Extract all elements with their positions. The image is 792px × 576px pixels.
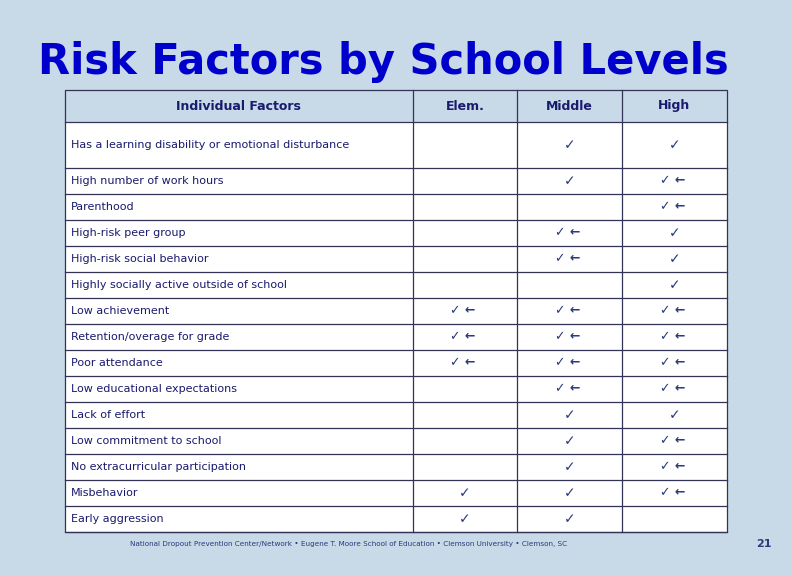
- Text: ✓: ✓: [668, 252, 680, 266]
- Bar: [65, 506, 727, 532]
- Bar: [65, 122, 727, 168]
- Text: ✓ ←: ✓ ←: [554, 226, 580, 240]
- Bar: [65, 90, 727, 532]
- Text: Has a learning disability or emotional disturbance: Has a learning disability or emotional d…: [71, 140, 349, 150]
- Text: ✓ ←: ✓ ←: [450, 357, 475, 369]
- Text: Low achievement: Low achievement: [71, 306, 169, 316]
- Bar: [65, 194, 727, 220]
- Text: ✓ ←: ✓ ←: [660, 357, 685, 369]
- Text: Retention/overage for grade: Retention/overage for grade: [71, 332, 230, 342]
- Text: ✓: ✓: [668, 226, 680, 240]
- Text: ✓: ✓: [668, 278, 680, 292]
- Text: Individual Factors: Individual Factors: [177, 100, 301, 112]
- Text: Low educational expectations: Low educational expectations: [71, 384, 237, 394]
- Text: ✓ ←: ✓ ←: [660, 305, 685, 317]
- Text: ✓ ←: ✓ ←: [554, 382, 580, 396]
- Bar: [65, 246, 727, 272]
- Text: Poor attendance: Poor attendance: [71, 358, 162, 368]
- Text: High number of work hours: High number of work hours: [71, 176, 223, 186]
- Bar: [65, 454, 727, 480]
- Text: ✓: ✓: [564, 460, 575, 474]
- Text: ✓ ←: ✓ ←: [450, 331, 475, 343]
- Text: National Dropout Prevention Center/Network • Eugene T. Moore School of Education: National Dropout Prevention Center/Netwo…: [130, 541, 567, 547]
- Text: Low commitment to school: Low commitment to school: [71, 436, 222, 446]
- Text: Middle: Middle: [546, 100, 593, 112]
- Text: ✓: ✓: [564, 174, 575, 188]
- Text: ✓: ✓: [564, 512, 575, 526]
- Bar: [65, 402, 727, 428]
- Text: ✓ ←: ✓ ←: [554, 252, 580, 266]
- Bar: [65, 90, 727, 122]
- Bar: [65, 324, 727, 350]
- Text: ✓: ✓: [564, 138, 575, 152]
- Text: High: High: [658, 100, 691, 112]
- Text: Lack of effort: Lack of effort: [71, 410, 145, 420]
- Bar: [65, 220, 727, 246]
- Bar: [65, 428, 727, 454]
- Text: ✓ ←: ✓ ←: [554, 331, 580, 343]
- Text: ✓ ←: ✓ ←: [660, 487, 685, 499]
- Text: Misbehavior: Misbehavior: [71, 488, 139, 498]
- Bar: [65, 298, 727, 324]
- Text: ✓: ✓: [564, 434, 575, 448]
- Bar: [65, 480, 727, 506]
- Text: High-risk peer group: High-risk peer group: [71, 228, 185, 238]
- Bar: [65, 168, 727, 194]
- Bar: [65, 350, 727, 376]
- Text: 21: 21: [756, 539, 772, 549]
- Text: Highly socially active outside of school: Highly socially active outside of school: [71, 280, 287, 290]
- Text: ✓: ✓: [668, 408, 680, 422]
- Text: ✓ ←: ✓ ←: [660, 382, 685, 396]
- Text: ✓: ✓: [564, 486, 575, 500]
- Text: Elem.: Elem.: [445, 100, 484, 112]
- Bar: [65, 272, 727, 298]
- Text: High-risk social behavior: High-risk social behavior: [71, 254, 208, 264]
- Text: No extracurricular participation: No extracurricular participation: [71, 462, 246, 472]
- Text: ✓ ←: ✓ ←: [660, 331, 685, 343]
- Text: ✓ ←: ✓ ←: [660, 460, 685, 473]
- Text: ✓ ←: ✓ ←: [450, 305, 475, 317]
- Text: ✓ ←: ✓ ←: [554, 357, 580, 369]
- Text: Early aggression: Early aggression: [71, 514, 164, 524]
- Text: ✓ ←: ✓ ←: [554, 305, 580, 317]
- Text: Risk Factors by School Levels: Risk Factors by School Levels: [38, 41, 729, 83]
- Text: ✓ ←: ✓ ←: [660, 434, 685, 448]
- Text: ✓: ✓: [459, 486, 470, 500]
- Text: ✓ ←: ✓ ←: [660, 175, 685, 188]
- Text: Parenthood: Parenthood: [71, 202, 135, 212]
- Text: ✓ ←: ✓ ←: [660, 200, 685, 214]
- Text: ✓: ✓: [668, 138, 680, 152]
- Text: ✓: ✓: [459, 512, 470, 526]
- Text: ✓: ✓: [564, 408, 575, 422]
- Bar: [65, 376, 727, 402]
